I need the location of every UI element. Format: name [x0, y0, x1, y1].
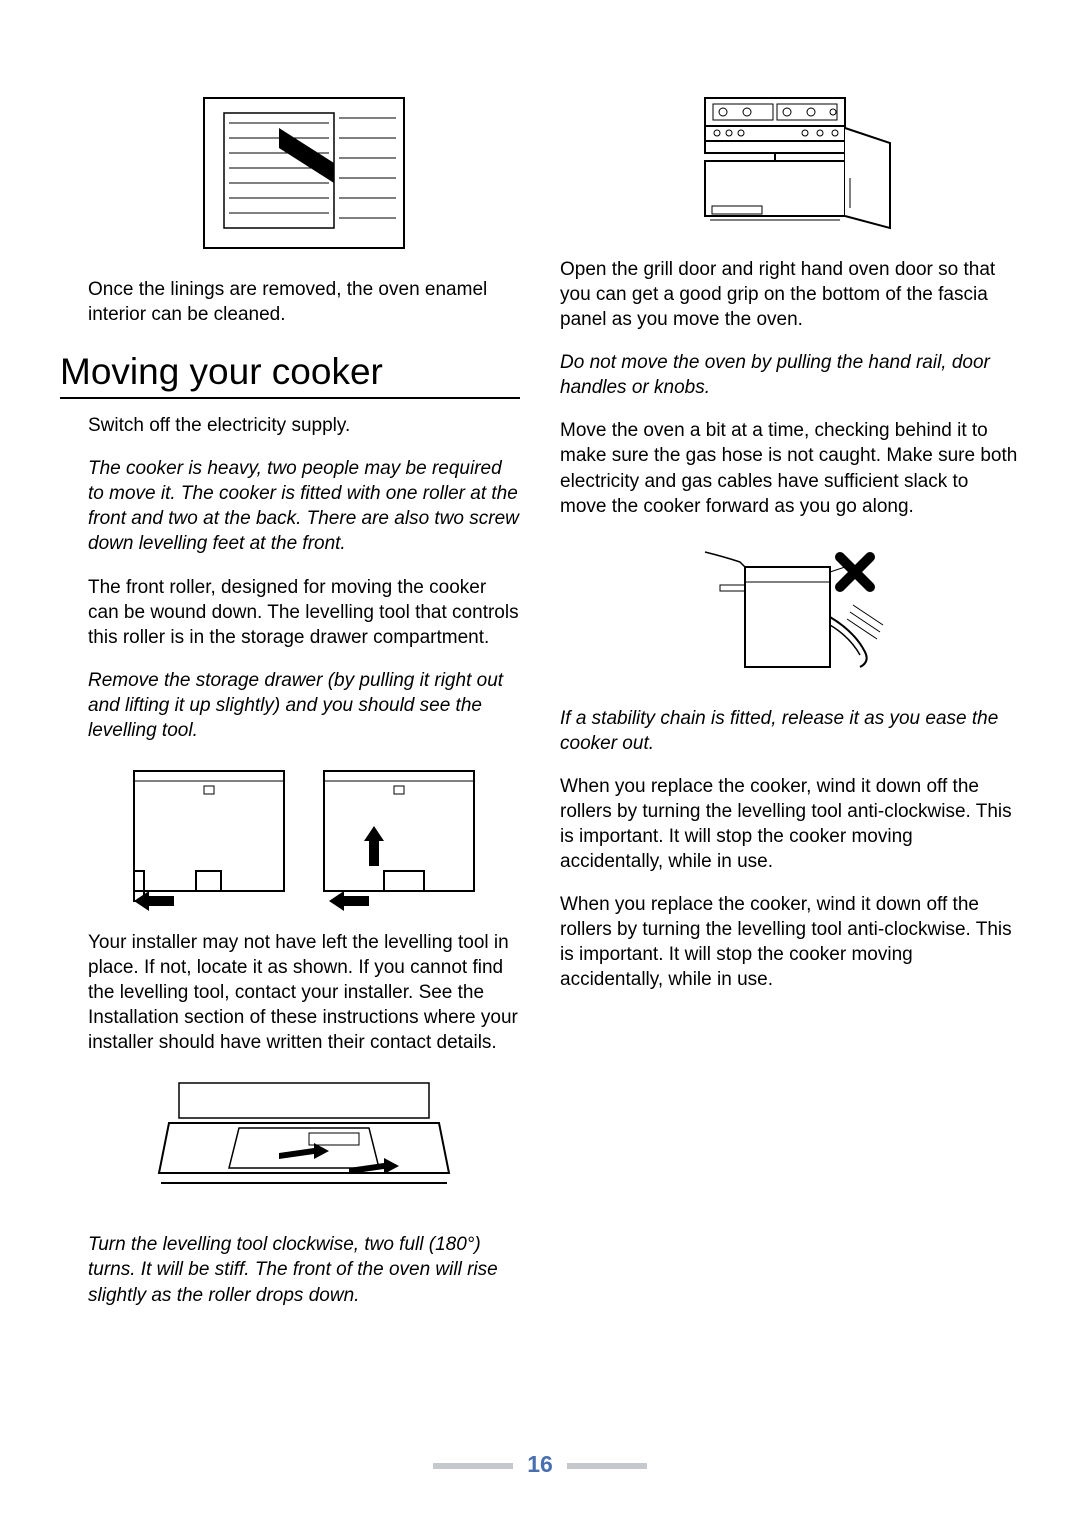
- installer-text: Your installer may not have left the lev…: [88, 930, 520, 1055]
- cooker-heavy-warning: The cooker is heavy, two people may be r…: [88, 456, 520, 556]
- do-not-move-warning: Do not move the oven by pulling the hand…: [560, 350, 1020, 400]
- move-oven-text: Move the oven a bit at a time, checking …: [560, 418, 1020, 518]
- open-grill-door-text: Open the grill door and right hand oven …: [560, 257, 1020, 332]
- switch-off-text: Switch off the electricity supply.: [88, 413, 520, 438]
- oven-interior-figure: [88, 88, 520, 263]
- gas-hose-warning-figure: [560, 537, 1020, 692]
- turn-tool-instruction: Turn the levelling tool clockwise, two f…: [88, 1232, 520, 1307]
- front-roller-text: The front roller, designed for moving th…: [88, 575, 520, 650]
- moving-cooker-heading: Moving your cooker: [60, 351, 520, 399]
- replace-cooker-text-1: When you replace the cooker, wind it dow…: [560, 774, 1020, 874]
- stability-chain-text: If a stability chain is fitted, release …: [560, 706, 1020, 756]
- drawer-mechanism-figure: [88, 1073, 520, 1218]
- cooker-doors-open-figure: [560, 88, 1020, 243]
- oven-linings-caption: Once the linings are removed, the oven e…: [88, 277, 520, 327]
- levelling-tool-figure: [88, 761, 520, 916]
- remove-drawer-instruction: Remove the storage drawer (by pulling it…: [88, 668, 520, 743]
- page-number: 16: [0, 1451, 1080, 1478]
- replace-cooker-text-2: When you replace the cooker, wind it dow…: [560, 892, 1020, 992]
